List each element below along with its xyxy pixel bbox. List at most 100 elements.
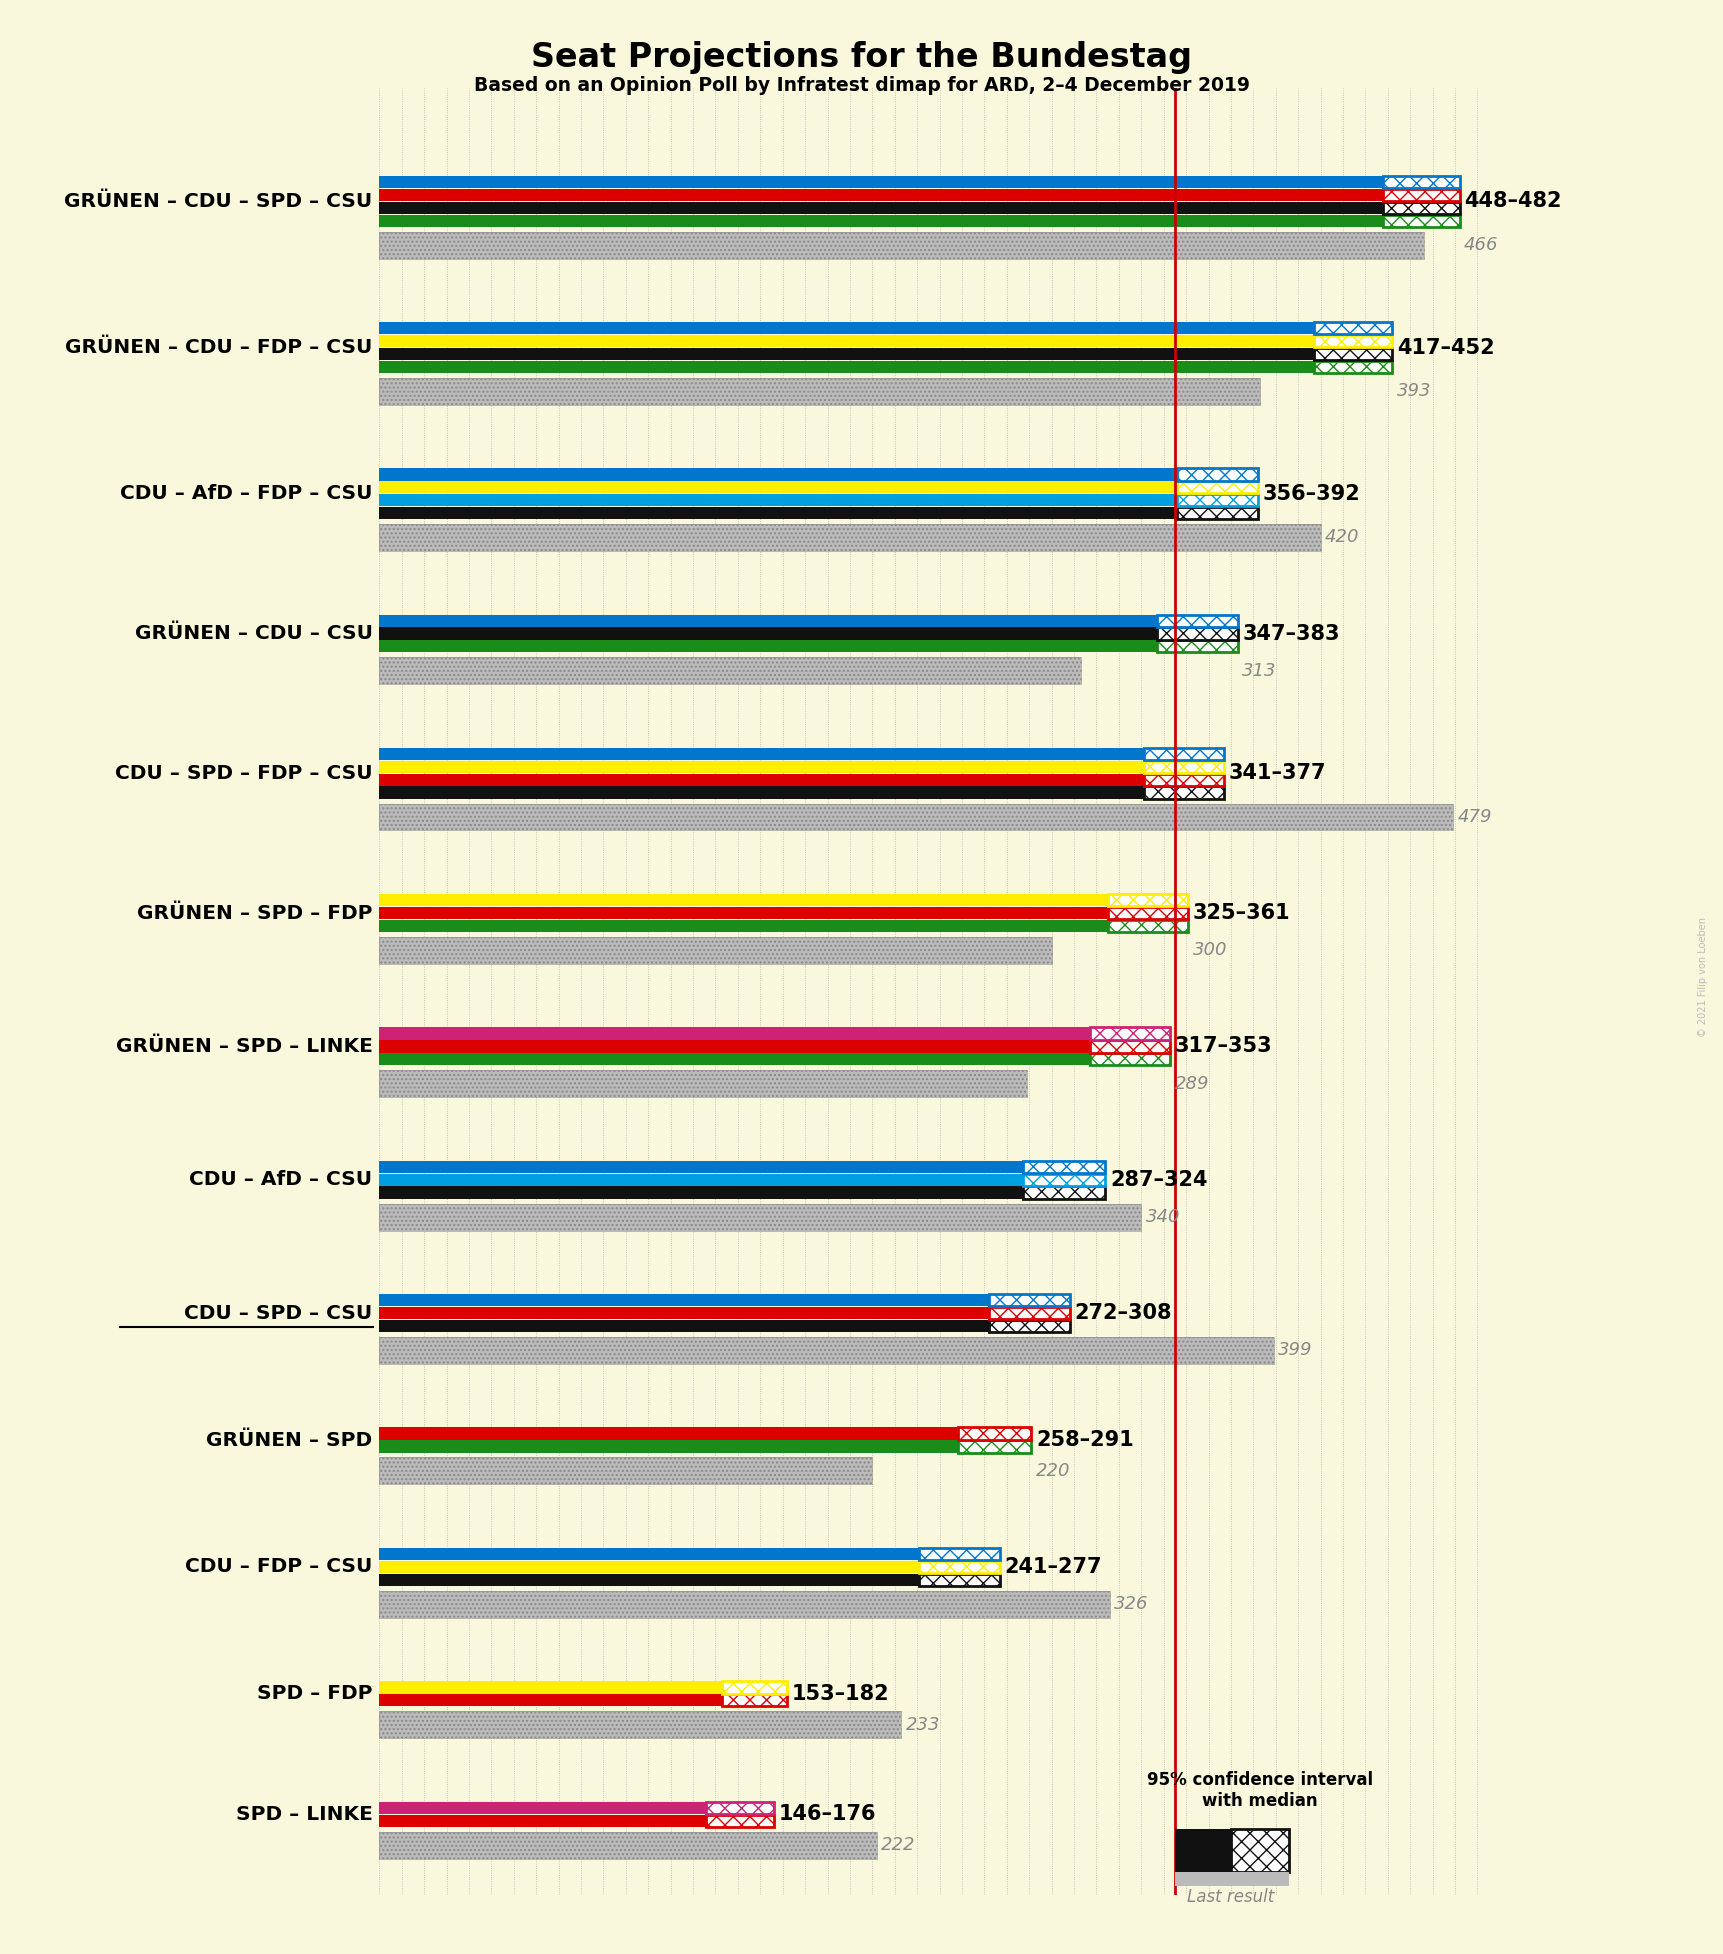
Bar — [379, 1319, 989, 1333]
Bar — [1382, 201, 1459, 213]
Text: 287–324: 287–324 — [1110, 1170, 1206, 1190]
Bar — [989, 1294, 1068, 1307]
Text: 417–452: 417–452 — [1396, 338, 1494, 358]
Bar — [1382, 176, 1459, 188]
Bar — [379, 361, 1313, 373]
Bar — [379, 233, 1423, 258]
Bar — [956, 1440, 1030, 1452]
Bar — [379, 1053, 1089, 1065]
Bar — [1177, 494, 1258, 506]
Text: 393: 393 — [1396, 383, 1430, 401]
Bar — [379, 524, 1320, 551]
Text: CDU – AfD – CSU: CDU – AfD – CSU — [190, 1170, 372, 1190]
Text: 340: 340 — [1146, 1208, 1180, 1225]
Text: 258–291: 258–291 — [1036, 1430, 1134, 1450]
Bar — [379, 748, 1142, 760]
Bar — [1313, 348, 1392, 360]
Bar — [379, 1071, 1027, 1096]
Text: GRÜNEN – CDU – FDP – CSU: GRÜNEN – CDU – FDP – CSU — [65, 338, 372, 358]
Text: CDU – FDP – CSU: CDU – FDP – CSU — [184, 1557, 372, 1577]
Bar — [379, 786, 1142, 799]
Bar — [379, 1186, 1022, 1198]
Bar — [379, 215, 1382, 227]
Bar — [918, 1561, 999, 1573]
Bar — [379, 506, 1177, 520]
Bar — [379, 774, 1142, 786]
Bar — [1142, 774, 1223, 786]
Bar — [379, 803, 1452, 830]
Bar — [1230, 1829, 1289, 1872]
Bar — [379, 1831, 877, 1858]
Bar — [722, 1680, 787, 1694]
Bar — [379, 176, 1382, 188]
Text: 466: 466 — [1463, 236, 1497, 254]
Text: 313: 313 — [1242, 662, 1277, 680]
Bar — [1156, 641, 1237, 653]
Text: 272–308: 272–308 — [1073, 1303, 1172, 1323]
Text: 222: 222 — [880, 1837, 915, 1854]
Bar — [379, 1428, 956, 1440]
Bar — [379, 1204, 1141, 1231]
Bar — [379, 1294, 989, 1307]
Bar — [379, 1680, 722, 1694]
Bar — [379, 1591, 1110, 1618]
Bar — [379, 1831, 877, 1858]
Bar — [379, 1548, 918, 1559]
Text: 448–482: 448–482 — [1463, 191, 1561, 211]
Bar — [1142, 748, 1223, 760]
Bar — [379, 1815, 706, 1827]
Text: Based on an Opinion Poll by Infratest dimap for ARD, 2–4 December 2019: Based on an Opinion Poll by Infratest di… — [474, 76, 1249, 96]
Bar — [379, 936, 1051, 963]
Bar — [706, 1815, 774, 1827]
Bar — [1108, 895, 1187, 907]
Bar — [379, 657, 1080, 684]
Bar — [379, 803, 1452, 830]
Text: CDU – SPD – CSU: CDU – SPD – CSU — [184, 1303, 372, 1323]
Bar — [379, 201, 1382, 213]
Text: 317–353: 317–353 — [1175, 1036, 1272, 1057]
Bar — [379, 1561, 918, 1573]
Bar — [1313, 322, 1392, 334]
Bar — [1177, 506, 1258, 520]
Text: 153–182: 153–182 — [791, 1684, 889, 1704]
Bar — [379, 233, 1423, 258]
Bar — [1177, 469, 1258, 481]
Text: GRÜNEN – SPD – FDP: GRÜNEN – SPD – FDP — [136, 903, 372, 922]
Bar — [379, 1307, 989, 1319]
Text: 325–361: 325–361 — [1192, 903, 1291, 922]
Bar — [1177, 481, 1258, 494]
Text: 479: 479 — [1456, 809, 1490, 827]
Text: GRÜNEN – CDU – CSU: GRÜNEN – CDU – CSU — [134, 623, 372, 643]
Bar — [1175, 1829, 1230, 1872]
Bar — [379, 190, 1382, 201]
Bar — [989, 1319, 1068, 1333]
Text: Last result: Last result — [1187, 1888, 1273, 1905]
Text: © 2021 Filip von Loeben: © 2021 Filip von Loeben — [1697, 916, 1707, 1038]
Text: 300: 300 — [1192, 942, 1227, 959]
Bar — [1142, 760, 1223, 774]
Bar — [379, 469, 1177, 481]
Bar — [379, 1337, 1273, 1364]
Text: 356–392: 356–392 — [1261, 485, 1359, 504]
Bar — [379, 616, 1156, 627]
Text: CDU – AfD – FDP – CSU: CDU – AfD – FDP – CSU — [121, 485, 372, 504]
Bar — [1108, 907, 1187, 918]
Bar — [1022, 1174, 1104, 1186]
Bar — [956, 1428, 1030, 1440]
Text: 233: 233 — [906, 1716, 941, 1733]
Bar — [379, 1028, 1089, 1040]
Bar — [1022, 1186, 1104, 1198]
Bar — [379, 1573, 918, 1587]
Bar — [379, 907, 1108, 918]
Text: CDU – SPD – FDP – CSU: CDU – SPD – FDP – CSU — [115, 764, 372, 784]
Text: 341–377: 341–377 — [1228, 764, 1325, 784]
Bar — [379, 1337, 1273, 1364]
Bar — [379, 1040, 1089, 1053]
Bar — [1382, 190, 1459, 201]
Bar — [379, 895, 1108, 907]
Text: 420: 420 — [1325, 528, 1359, 547]
Bar — [918, 1573, 999, 1587]
Bar — [379, 481, 1177, 494]
Bar — [379, 348, 1313, 360]
Bar — [379, 1712, 901, 1739]
